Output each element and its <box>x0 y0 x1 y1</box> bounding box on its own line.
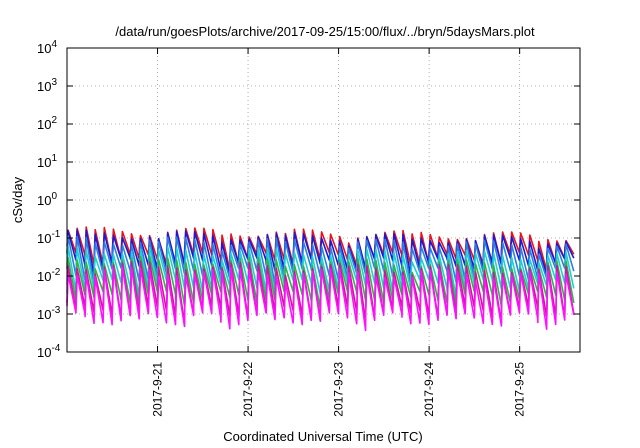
y-tick-label: 104 <box>37 39 57 56</box>
x-tick-label: 2017-9-21 <box>151 362 165 417</box>
y-tick-label: 10-3 <box>37 305 61 322</box>
grid <box>67 48 580 352</box>
y-tick-label: 10-4 <box>37 343 61 360</box>
y-axis-label: cSv/day <box>10 176 25 223</box>
x-axis-label: Coordinated Universal Time (UTC) <box>223 429 422 444</box>
y-tick-label: 103 <box>37 77 57 94</box>
series-layer <box>66 226 575 332</box>
y-tick-label: 10-1 <box>37 229 61 246</box>
x-tick-label: 2017-9-24 <box>422 362 436 417</box>
chart-title: /data/run/goesPlots/archive/2017-09-25/1… <box>115 24 535 39</box>
x-tick-label: 2017-9-25 <box>513 362 527 417</box>
y-tick-label: 10-2 <box>37 267 61 284</box>
x-tick-label: 2017-9-22 <box>241 362 255 417</box>
axes: 104 103 102 101 100 10-1 10-2 10-3 10-4 2017-9-21… <box>37 39 580 417</box>
series-line <box>66 266 575 332</box>
y-tick-label: 100 <box>37 191 57 208</box>
y-tick-label: 102 <box>37 115 57 132</box>
y-tick-label: 101 <box>37 153 57 170</box>
x-tick-label: 2017-9-23 <box>332 362 346 417</box>
